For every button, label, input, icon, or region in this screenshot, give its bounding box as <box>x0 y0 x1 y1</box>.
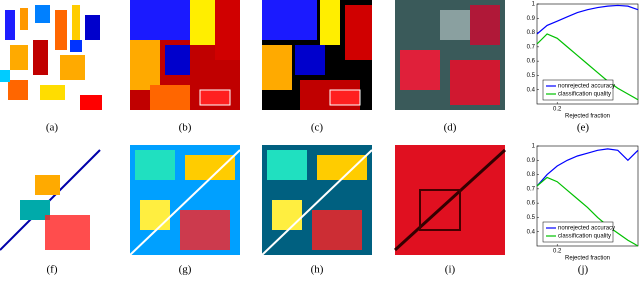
image-i <box>393 145 507 255</box>
panel-label: (j) <box>578 264 589 276</box>
panel-label: (g) <box>179 264 192 276</box>
y-tick-label: 1 <box>532 144 536 150</box>
y-tick-label: 0.7 <box>527 186 536 192</box>
x-axis-label: Rejected fraction <box>565 114 610 120</box>
panel-label: (h) <box>311 264 324 276</box>
image-b <box>130 0 240 110</box>
legend-box <box>542 221 614 243</box>
x-axis-label: Rejected fraction <box>565 256 610 262</box>
panel-label: (d) <box>444 122 457 134</box>
line-series <box>536 4 639 35</box>
plot-frame <box>536 3 639 105</box>
image-c <box>262 0 372 110</box>
image-g <box>129 145 241 256</box>
y-tick-label: 0.8 <box>527 30 536 36</box>
image-f <box>0 145 105 255</box>
image-d <box>395 0 505 110</box>
y-tick-label: 0.6 <box>527 59 536 65</box>
image-a <box>0 5 105 110</box>
panel-label: (i) <box>445 264 456 276</box>
panel-label: (c) <box>311 122 324 134</box>
y-tick-label: 0.9 <box>527 158 536 164</box>
panel-label: (b) <box>179 122 192 134</box>
line-series <box>536 33 639 101</box>
y-tick-label: 0.4 <box>527 87 536 93</box>
panel-label: (f) <box>47 264 58 276</box>
y-tick-label: 0.8 <box>527 172 536 178</box>
panel-label: (e) <box>577 122 590 134</box>
y-tick-label: 0.4 <box>527 229 536 235</box>
legend-label: nonrejected accuracy <box>558 84 615 90</box>
legend-label: nonrejected accuracy <box>558 226 615 232</box>
x-tick-label: 0.2 <box>553 249 562 255</box>
y-tick-label: 0.9 <box>527 16 536 22</box>
legend-box <box>542 79 614 101</box>
line-series <box>536 176 639 247</box>
plot-frame <box>536 145 639 247</box>
y-tick-label: 0.5 <box>527 215 536 221</box>
panel-label: (a) <box>46 122 59 134</box>
legend-label: classification quality <box>558 234 611 240</box>
y-tick-label: 0.5 <box>527 73 536 79</box>
x-tick-label: 0.2 <box>553 107 562 113</box>
legend-label: classification quality <box>558 92 611 98</box>
y-tick-label: 0.6 <box>527 201 536 207</box>
y-tick-label: 1 <box>532 2 536 8</box>
y-tick-label: 0.7 <box>527 44 536 50</box>
image-h <box>261 145 373 256</box>
line-series <box>536 148 639 187</box>
